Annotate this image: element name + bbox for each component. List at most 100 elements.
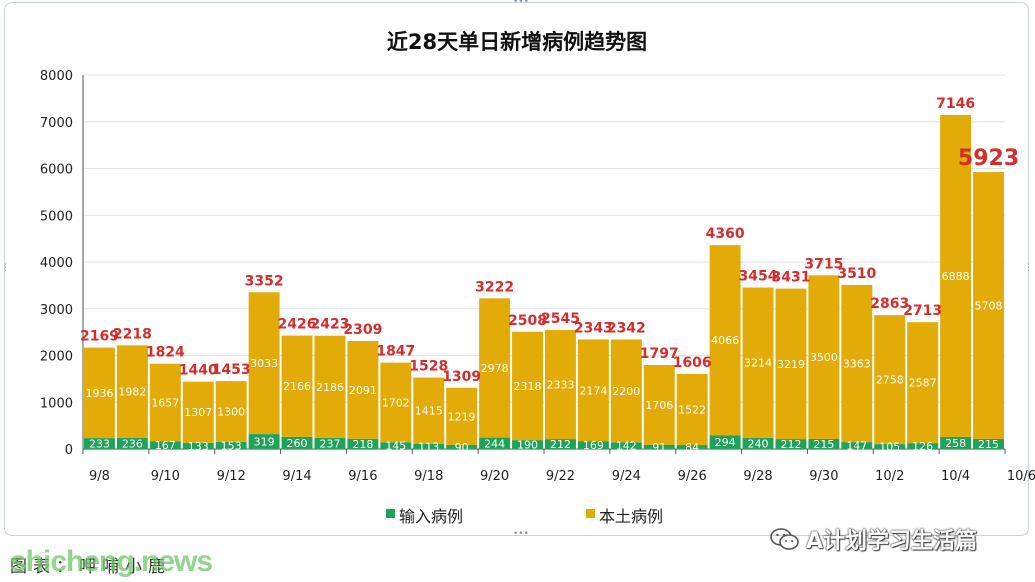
data-label-total: 2545 <box>541 311 580 327</box>
bar-local <box>83 347 115 439</box>
bar-local <box>413 377 445 444</box>
data-label-local: 4066 <box>711 334 739 347</box>
bar-local <box>874 315 906 445</box>
x-tick-label: 9/10 <box>151 469 180 484</box>
y-tick-label: 3000 <box>40 303 73 318</box>
x-tick-label: 9/8 <box>89 469 110 484</box>
data-label-local: 2318 <box>514 380 542 393</box>
x-axis-ticks: 9/8 9/10 9/12 9/14 9/16 9/18 9/20 9/22 9/24 9/26 9… <box>82 449 1035 484</box>
data-label-total: 5923 <box>958 146 1019 171</box>
data-label-total: 2713 <box>903 303 942 319</box>
data-label-imported: 240 <box>748 437 769 450</box>
resize-handle-left[interactable]: ⋮ <box>1 263 10 273</box>
bar-imported <box>413 443 445 449</box>
bar-local <box>380 362 412 443</box>
bar-local <box>643 364 675 445</box>
resize-handle-top[interactable]: ••• <box>513 0 529 7</box>
data-label-total: 2343 <box>574 320 613 336</box>
bar-imported <box>512 440 544 449</box>
data-label-total: 3454 <box>739 269 778 285</box>
bar-local <box>149 363 181 442</box>
data-label-local: 5708 <box>975 300 1003 313</box>
bar-local <box>281 335 313 437</box>
data-label-imported: 215 <box>978 438 999 451</box>
bar-local <box>347 341 379 439</box>
data-label-imported: 147 <box>846 440 867 453</box>
bar-local <box>182 381 214 443</box>
legend-swatch-imported <box>386 509 395 518</box>
data-label-imported: 153 <box>221 439 242 452</box>
bar-imported <box>347 438 379 449</box>
data-label-total: 2426 <box>278 317 317 333</box>
data-label-imported: 90 <box>455 441 469 454</box>
data-label-local: 2200 <box>612 385 640 398</box>
x-tick-label: 10/2 <box>875 469 904 484</box>
data-label-imported: 294 <box>715 436 736 449</box>
data-label-local: 2174 <box>579 384 607 397</box>
data-label-imported: 319 <box>254 436 275 449</box>
x-tick-label: 9/14 <box>282 469 311 484</box>
data-label-total: 2423 <box>310 317 349 333</box>
bar-local <box>742 287 774 438</box>
data-label-local: 1307 <box>184 406 212 419</box>
stacked-bar-chart: 近28天单日新增病例趋势图 0 1000 2000 3000 4000 5000 6000 7… <box>40 30 1035 526</box>
data-label-imported: 133 <box>188 440 209 453</box>
bar-imported <box>182 442 214 449</box>
bar-local <box>610 339 642 443</box>
bar-imported <box>676 445 708 449</box>
x-tick-label: 9/12 <box>217 469 246 484</box>
x-tick-label: 9/24 <box>612 469 641 484</box>
data-label-imported: 244 <box>484 437 505 450</box>
data-label-local: 2333 <box>546 379 574 392</box>
data-label-imported: 190 <box>517 439 538 452</box>
bar-imported <box>808 438 840 449</box>
wechat-icon <box>770 528 799 550</box>
data-label-total: 2169 <box>80 329 119 345</box>
y-tick-label: 5000 <box>40 209 73 224</box>
y-tick-label: 4000 <box>40 256 73 271</box>
data-label-local: 6888 <box>942 270 970 283</box>
data-label-local: 3033 <box>250 357 278 370</box>
data-label-total: 3222 <box>475 279 514 295</box>
data-label-total: 1847 <box>376 344 415 360</box>
bars <box>83 114 1005 449</box>
data-label-local: 3214 <box>744 357 772 370</box>
data-label-imported: 126 <box>912 440 933 453</box>
wechat-watermark: A计划学习生活篇 <box>770 523 977 555</box>
data-label-local: 1657 <box>151 396 179 409</box>
bar-imported <box>248 434 280 449</box>
y-axis-ticks: 0 1000 2000 3000 4000 5000 6000 7000 8000 <box>40 69 73 458</box>
legend-label-imported: 输入病例 <box>399 507 463 526</box>
data-label-local: 1936 <box>85 387 113 400</box>
data-label-imported: 218 <box>352 438 373 451</box>
bar-local <box>116 345 148 438</box>
bar-local <box>841 284 873 443</box>
bar-imported <box>610 442 642 449</box>
data-label-imported: 105 <box>879 441 900 454</box>
data-label-total: 3510 <box>837 266 876 282</box>
data-label-local: 1982 <box>118 386 146 399</box>
x-tick-label: 9/30 <box>809 469 838 484</box>
data-label-total: 1824 <box>146 345 185 361</box>
data-label-imported: 169 <box>583 439 604 452</box>
data-label-total: 1606 <box>673 355 712 371</box>
bar-local <box>314 335 346 438</box>
resize-handle-right[interactable]: ⋮ <box>1024 263 1033 273</box>
data-label-imported: 233 <box>89 438 110 451</box>
data-label-total: 2218 <box>113 326 152 342</box>
data-labels: 233 1936 2169 236 1982 2218 167 1657 1824 133 1307… <box>80 96 1019 454</box>
x-tick-label: 9/22 <box>546 469 575 484</box>
data-label-total: 2863 <box>870 296 909 312</box>
resize-handle-bottom[interactable]: ••• <box>513 529 529 539</box>
data-label-total: 2342 <box>607 321 646 337</box>
data-label-local: 3363 <box>843 358 871 371</box>
bar-local <box>577 339 609 442</box>
bar-local <box>512 331 544 441</box>
watermark-text: A计划学习生活篇 <box>806 529 978 554</box>
bar-imported <box>380 442 412 449</box>
bar-imported <box>544 439 576 449</box>
data-label-imported: 258 <box>945 437 966 450</box>
y-tick-label: 6000 <box>40 163 73 178</box>
data-label-total: 2309 <box>343 322 382 338</box>
y-tick-label: 8000 <box>40 69 73 84</box>
